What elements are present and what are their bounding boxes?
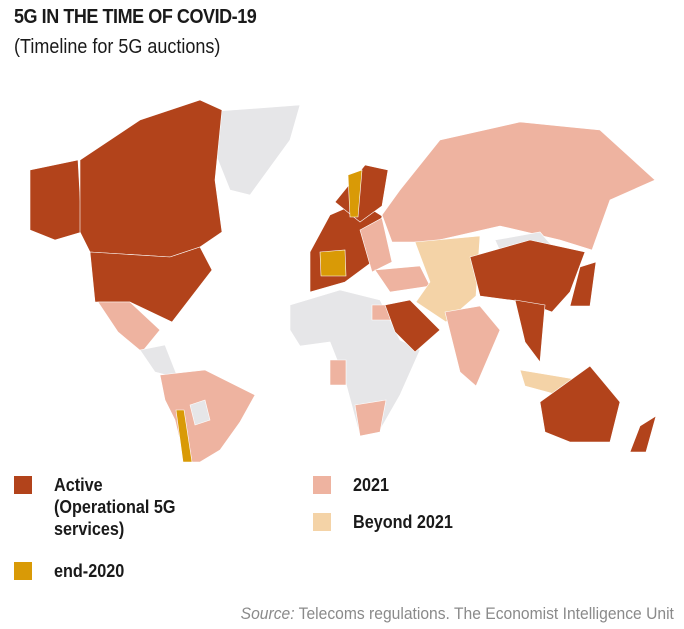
- region-south-africa: [354, 399, 387, 437]
- region-russia: [381, 121, 656, 251]
- region-france: [319, 249, 347, 277]
- region-japan: [569, 261, 597, 307]
- legend-swatch-beyond-2021: [313, 513, 331, 531]
- region-canada: [79, 99, 223, 258]
- region-india: [444, 305, 501, 387]
- world-map: [29, 99, 657, 463]
- region-sweden: [347, 169, 363, 218]
- source-text: Telecoms regulations. The Economist Inte…: [294, 604, 674, 623]
- region-middle-east: [374, 265, 431, 293]
- region-bolivia: [189, 399, 211, 426]
- legend-label-active: Active (Operational 5G services): [54, 475, 176, 539]
- region-mexico: [97, 301, 161, 353]
- legend-label-beyond-2021: Beyond 2021: [353, 512, 453, 532]
- legend-item-2021: 2021: [313, 474, 393, 496]
- legend-swatch-end-2020: [14, 562, 32, 580]
- region-central-asia: [414, 235, 481, 323]
- region-nigeria: [329, 359, 347, 386]
- region-eastern-europe: [359, 217, 393, 273]
- legend-label-2021: 2021: [353, 475, 390, 495]
- region-alaska: [29, 159, 83, 241]
- legend-swatch-2021: [313, 476, 331, 494]
- source-prefix: Source:: [240, 604, 295, 623]
- region-new-zealand: [629, 415, 657, 453]
- region-southeast-asia: [514, 299, 546, 363]
- legend-item-end-2020: end-2020: [14, 560, 132, 582]
- region-saudi-arabia: [384, 299, 441, 353]
- source-note: Source: Telecoms regulations. The Econom…: [241, 604, 674, 624]
- legend-swatch-active: [14, 476, 32, 494]
- legend-item-active: Active (Operational 5G services): [14, 474, 189, 540]
- region-chile: [175, 409, 193, 463]
- region-australia: [539, 365, 621, 443]
- region-china: [469, 239, 586, 313]
- legend-item-beyond-2021: Beyond 2021: [313, 511, 464, 533]
- legend-label-end-2020: end-2020: [54, 561, 125, 581]
- region-central-america: [139, 344, 179, 379]
- chart-subtitle: (Timeline for 5G auctions): [14, 36, 221, 58]
- chart-title: 5G IN THE TIME OF COVID-19: [14, 6, 257, 28]
